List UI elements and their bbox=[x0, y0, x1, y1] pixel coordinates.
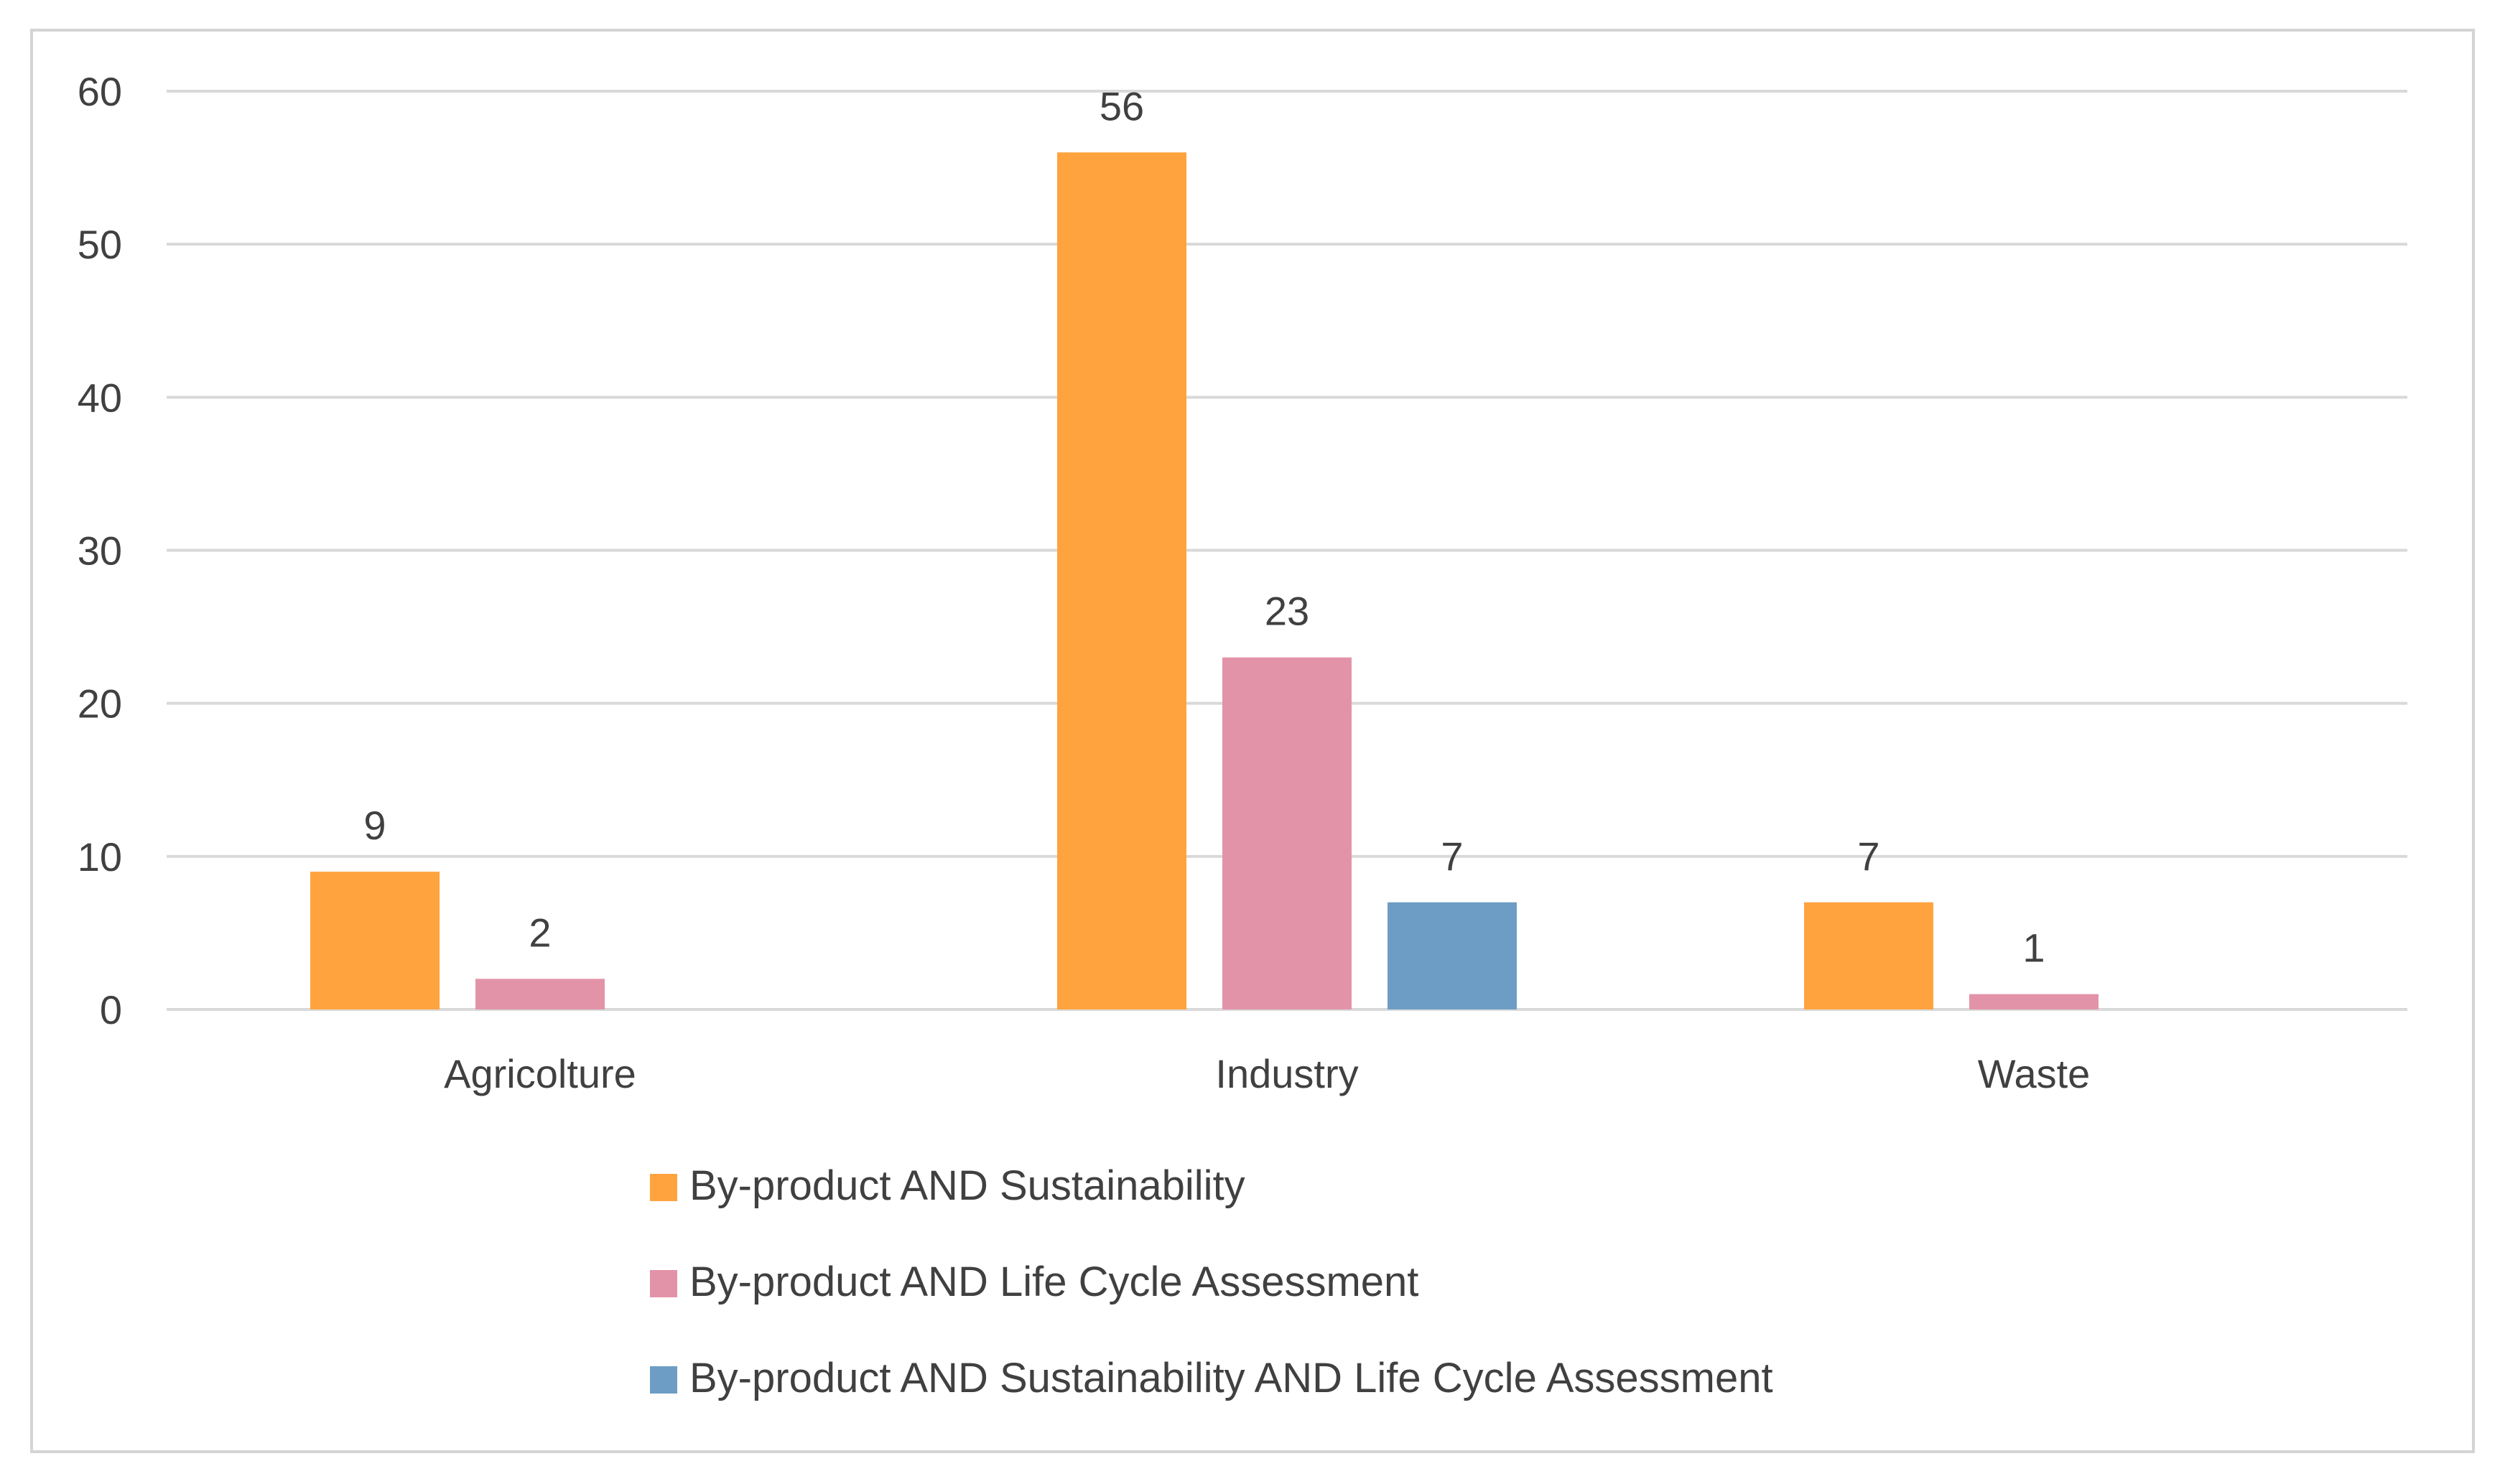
bar bbox=[1222, 657, 1352, 1009]
bar bbox=[1388, 902, 1517, 1009]
legend-label: By-product AND Sustainability AND Life C… bbox=[689, 1355, 1773, 1401]
y-tick-label: 10 bbox=[78, 834, 122, 879]
bar bbox=[475, 979, 605, 1009]
legend-swatch bbox=[650, 1270, 677, 1297]
data-label: 7 bbox=[1857, 834, 1879, 879]
data-label: 9 bbox=[363, 803, 386, 848]
data-label: 2 bbox=[529, 910, 551, 955]
x-tick-label: Agricolture bbox=[444, 1051, 636, 1096]
data-label: 23 bbox=[1265, 589, 1309, 634]
data-label: 56 bbox=[1100, 83, 1144, 129]
bar bbox=[1057, 152, 1186, 1010]
bars bbox=[310, 152, 2099, 1010]
x-tick-label: Waste bbox=[1978, 1051, 2091, 1096]
x-axis: Agricolture Industry Waste bbox=[444, 1051, 2090, 1096]
y-tick-label: 30 bbox=[78, 528, 122, 574]
bar bbox=[1969, 994, 2099, 1009]
y-tick-label: 0 bbox=[100, 987, 122, 1032]
legend: By-product AND Sustainability By-product … bbox=[650, 1162, 1773, 1401]
y-axis: 0 10 20 30 40 50 60 bbox=[78, 69, 122, 1032]
data-label: 1 bbox=[2022, 925, 2045, 971]
legend-swatch bbox=[650, 1366, 677, 1394]
legend-swatch bbox=[650, 1174, 677, 1201]
legend-label: By-product AND Life Cycle Assessment bbox=[689, 1259, 1418, 1305]
y-tick-label: 60 bbox=[78, 69, 122, 114]
x-tick-label: Industry bbox=[1215, 1051, 1358, 1096]
data-labels: 9 2 56 23 7 7 1 bbox=[363, 83, 2045, 970]
bar bbox=[310, 872, 440, 1009]
y-tick-label: 20 bbox=[78, 681, 122, 727]
y-tick-label: 50 bbox=[78, 222, 122, 267]
legend-label: By-product AND Sustainability bbox=[689, 1162, 1245, 1209]
bar bbox=[1804, 902, 1933, 1009]
y-tick-label: 40 bbox=[78, 375, 122, 420]
data-label: 7 bbox=[1441, 834, 1463, 879]
